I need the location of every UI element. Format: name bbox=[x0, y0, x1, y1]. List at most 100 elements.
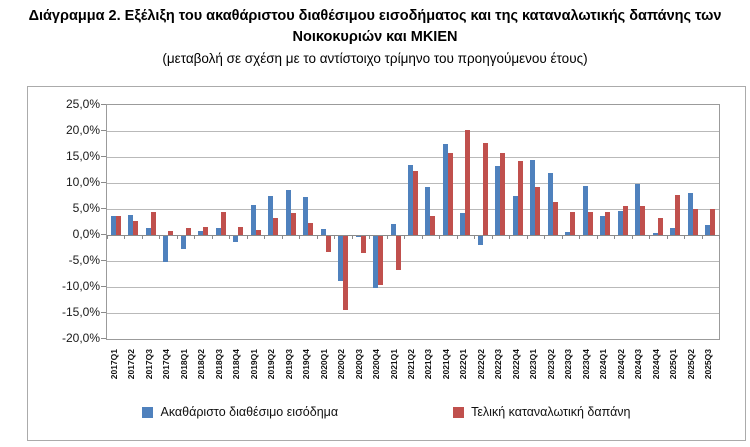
x-axis-tick-label: 2023Q1 bbox=[528, 349, 539, 380]
bar-final-consumption-2020Q1 bbox=[325, 236, 331, 252]
x-axis-tick-label: 2025Q2 bbox=[685, 349, 696, 380]
x-axis-tick bbox=[701, 235, 703, 239]
x-axis-tick bbox=[456, 235, 458, 239]
x-axis-tick-label: 2018Q4 bbox=[231, 349, 242, 380]
x-axis-tick bbox=[561, 235, 563, 239]
x-axis-tick-label: 2017Q3 bbox=[143, 349, 154, 380]
x-axis-tick-label: 2021Q4 bbox=[440, 349, 451, 380]
x-axis-tick-label: 2020Q2 bbox=[336, 349, 347, 380]
x-axis-tick-label: 2024Q2 bbox=[615, 349, 626, 380]
bar-final-consumption-2019Q1 bbox=[255, 230, 261, 235]
bar-final-consumption-2022Q3 bbox=[500, 152, 506, 235]
legend: Ακαθάριστο διαθέσιμο εισόδημα Τελική κατ… bbox=[28, 405, 745, 419]
x-axis-tick bbox=[176, 235, 178, 239]
bar-final-consumption-2024Q4 bbox=[657, 217, 663, 235]
x-axis-tick bbox=[474, 235, 476, 239]
x-axis-tick bbox=[159, 235, 161, 239]
bar-final-consumption-2017Q3 bbox=[150, 212, 156, 235]
bar-gross-disposable-income-2017Q2 bbox=[128, 214, 134, 235]
bar-gross-disposable-income-2022Q1 bbox=[460, 212, 466, 235]
x-axis-tick-label: 2022Q4 bbox=[510, 349, 521, 380]
x-axis-tick bbox=[631, 235, 633, 239]
x-axis-tick bbox=[404, 235, 406, 239]
bar-gross-disposable-income-2017Q4 bbox=[163, 236, 169, 262]
x-axis-tick-label: 2019Q2 bbox=[266, 349, 277, 380]
x-axis-tick bbox=[649, 235, 651, 239]
x-axis-tick-label: 2024Q4 bbox=[650, 349, 661, 380]
plot-area bbox=[106, 104, 720, 340]
x-axis-tick-label: 2018Q2 bbox=[196, 349, 207, 380]
x-axis-tick bbox=[281, 235, 283, 239]
x-axis-tick-label: 2020Q4 bbox=[371, 349, 382, 380]
bar-final-consumption-2018Q3 bbox=[220, 212, 226, 235]
y-axis-tick bbox=[101, 260, 106, 261]
x-axis-tick bbox=[124, 235, 126, 239]
x-axis-tick-label: 2020Q1 bbox=[318, 349, 329, 380]
x-axis-tick bbox=[666, 235, 668, 239]
x-axis-tick bbox=[544, 235, 546, 239]
x-axis-tick-label: 2024Q3 bbox=[633, 349, 644, 380]
bar-gross-disposable-income-2023Q2 bbox=[547, 172, 553, 235]
bar-gross-disposable-income-2020Q3 bbox=[355, 236, 361, 238]
y-axis-tick bbox=[101, 182, 106, 183]
bar-gross-disposable-income-2020Q2 bbox=[338, 236, 344, 282]
chart-title: Διάγραμμα 2. Εξέλιξη του ακαθάριστου δια… bbox=[28, 8, 722, 45]
x-axis-tick-label: 2021Q1 bbox=[388, 349, 399, 380]
x-axis-tick-label: 2017Q1 bbox=[108, 349, 119, 380]
bar-final-consumption-2021Q4 bbox=[447, 153, 453, 235]
bar-gross-disposable-income-2022Q2 bbox=[477, 236, 483, 246]
y-axis-tick-label: -5,0% bbox=[68, 253, 100, 267]
bar-final-consumption-2018Q4 bbox=[238, 226, 244, 235]
bar-final-consumption-2025Q1 bbox=[675, 194, 681, 235]
x-axis-tick bbox=[579, 235, 581, 239]
x-axis-tick bbox=[491, 235, 493, 239]
bar-gross-disposable-income-2025Q2 bbox=[687, 192, 693, 235]
bar-final-consumption-2018Q1 bbox=[185, 228, 191, 235]
x-axis-tick-label: 2023Q4 bbox=[580, 349, 591, 380]
bar-gross-disposable-income-2023Q4 bbox=[582, 185, 588, 235]
bar-gross-disposable-income-2024Q4 bbox=[652, 232, 658, 235]
bar-gross-disposable-income-2018Q1 bbox=[180, 236, 186, 249]
y-axis-tick bbox=[101, 234, 106, 235]
y-axis-tick-label: 10,0% bbox=[65, 175, 100, 189]
y-axis-tick bbox=[101, 286, 106, 287]
bar-gross-disposable-income-2021Q4 bbox=[442, 144, 448, 235]
y-axis-tick-label: 15,0% bbox=[65, 149, 100, 163]
bar-final-consumption-2019Q2 bbox=[273, 218, 279, 235]
legend-item-gross-disposable-income: Ακαθάριστο διαθέσιμο εισόδημα bbox=[142, 405, 338, 419]
x-axis-tick bbox=[107, 235, 108, 239]
x-axis-tick-label: 2019Q4 bbox=[301, 349, 312, 380]
bar-final-consumption-2019Q3 bbox=[290, 213, 296, 235]
consumption-swatch-icon bbox=[453, 406, 465, 418]
x-axis-tick bbox=[299, 235, 301, 239]
bar-gross-disposable-income-2025Q1 bbox=[670, 227, 676, 235]
x-axis-tick bbox=[684, 235, 686, 239]
bar-final-consumption-2022Q4 bbox=[517, 160, 523, 235]
x-axis-tick bbox=[526, 235, 528, 239]
y-axis-tick-label: -10,0% bbox=[61, 279, 100, 293]
gridline bbox=[107, 130, 719, 132]
bar-gross-disposable-income-2022Q4 bbox=[512, 196, 518, 235]
x-axis-tick-label: 2019Q3 bbox=[283, 349, 294, 380]
x-axis-tick-label: 2024Q1 bbox=[598, 349, 609, 380]
y-axis-tick-label: -20,0% bbox=[61, 331, 100, 345]
x-axis-tick bbox=[439, 235, 441, 239]
x-axis-tick-label: 2017Q4 bbox=[161, 349, 172, 380]
x-axis-tick bbox=[509, 235, 511, 239]
x-axis-tick bbox=[596, 235, 598, 239]
y-axis-tick bbox=[101, 208, 106, 209]
bar-gross-disposable-income-2024Q1 bbox=[600, 216, 606, 235]
y-axis-tick bbox=[101, 130, 106, 131]
x-axis-tick-label: 2025Q1 bbox=[668, 349, 679, 380]
bar-gross-disposable-income-2024Q2 bbox=[617, 210, 623, 235]
bar-final-consumption-2021Q3 bbox=[430, 216, 436, 235]
x-axis-tick-label: 2022Q1 bbox=[458, 349, 469, 380]
x-axis-tick bbox=[141, 235, 143, 239]
bar-final-consumption-2019Q4 bbox=[308, 222, 314, 235]
chart-frame: 25,0% 20,0% 15,0% 10,0% 5,0% 0,0% -5,0% -10,0% -… bbox=[27, 86, 746, 441]
y-axis-tick-label: 20,0% bbox=[65, 123, 100, 137]
bar-final-consumption-2020Q4 bbox=[378, 236, 384, 286]
x-axis-tick-label: 2023Q2 bbox=[545, 349, 556, 380]
bar-gross-disposable-income-2019Q3 bbox=[285, 189, 291, 235]
